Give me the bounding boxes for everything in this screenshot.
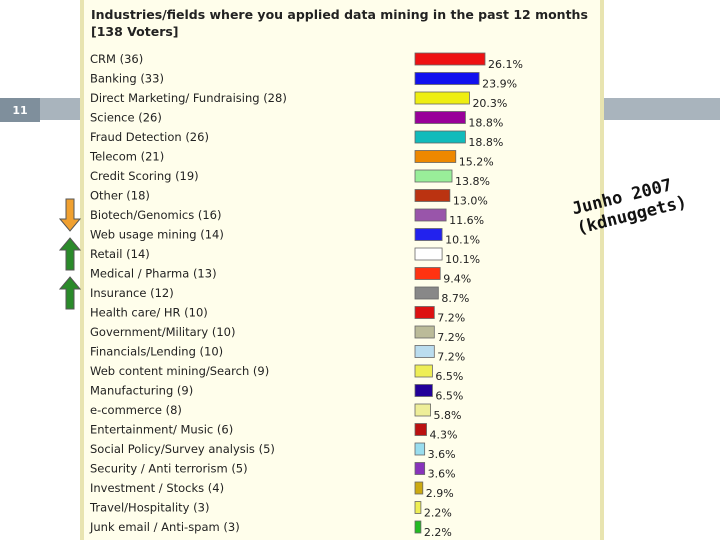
category-label: Direct Marketing/ Fundraising (28)	[90, 91, 287, 105]
arrow-up-icon	[59, 237, 81, 271]
category-label: Government/Military (10)	[90, 325, 235, 339]
bar	[414, 150, 457, 163]
bar	[414, 384, 433, 397]
category-label: Web content mining/Search (9)	[90, 364, 269, 378]
value-label: 23.9%	[482, 78, 517, 91]
value-label: 10.1%	[445, 234, 480, 247]
category-label: Manufacturing (9)	[90, 384, 193, 398]
category-label: Investment / Stocks (4)	[90, 481, 224, 495]
category-label: Science (26)	[90, 111, 162, 125]
category-label: Security / Anti terrorism (5)	[90, 462, 248, 476]
category-label: Health care/ HR (10)	[90, 306, 208, 320]
bar	[414, 91, 470, 105]
value-label: 7.2%	[437, 331, 465, 344]
category-label: Fraud Detection (26)	[90, 130, 209, 144]
bar	[414, 208, 447, 222]
slide-number: 11	[0, 98, 40, 122]
value-label: 10.1%	[445, 253, 480, 266]
category-label: Credit Scoring (19)	[90, 169, 199, 183]
value-label: 26.1%	[488, 58, 523, 71]
category-label: Insurance (12)	[90, 286, 174, 300]
bar	[414, 52, 486, 66]
value-label: 7.2%	[437, 312, 465, 325]
value-label: 2.2%	[424, 526, 452, 539]
category-label: Social Policy/Survey analysis (5)	[90, 442, 275, 456]
bar	[414, 325, 435, 339]
value-label: 13.8%	[455, 175, 490, 188]
category-label: CRM (36)	[90, 52, 143, 66]
bar	[414, 111, 466, 124]
bar	[414, 345, 435, 358]
value-label: 13.0%	[453, 195, 488, 208]
value-label: 15.2%	[459, 156, 494, 169]
value-label: 9.4%	[443, 273, 471, 286]
bar	[414, 286, 439, 300]
poll-panel	[80, 0, 604, 540]
bar	[414, 403, 431, 417]
value-label: 2.2%	[424, 507, 452, 520]
category-label: Junk email / Anti-spam (3)	[89, 520, 240, 534]
bar	[414, 169, 453, 183]
category-label: Retail (14)	[90, 247, 150, 261]
value-label: 20.3%	[472, 97, 507, 110]
bar	[414, 247, 443, 261]
value-label: 3.6%	[428, 468, 456, 481]
category-label: Banking (33)	[90, 72, 164, 86]
value-label: 4.3%	[430, 429, 458, 442]
arrow-up-icon	[59, 276, 81, 310]
category-label: Medical / Pharma (13)	[90, 267, 217, 281]
value-label: 3.6%	[428, 448, 456, 461]
bar	[414, 189, 451, 202]
bar	[414, 364, 433, 378]
bar	[414, 72, 480, 85]
value-label: 18.8%	[468, 136, 503, 149]
bar	[414, 501, 422, 514]
bar	[414, 423, 427, 436]
bar	[414, 306, 435, 319]
value-label: 8.7%	[441, 292, 469, 305]
category-label: Entertainment/ Music (6)	[90, 423, 233, 437]
category-label: e-commerce (8)	[90, 403, 182, 417]
value-label: 6.5%	[435, 390, 463, 403]
bar	[414, 267, 441, 280]
arrow-down-icon	[59, 198, 81, 232]
value-label: 5.8%	[434, 409, 462, 422]
value-label: 2.9%	[426, 487, 454, 500]
bar	[414, 481, 424, 495]
category-label: Travel/Hospitality (3)	[89, 501, 209, 515]
category-label: Web usage mining (14)	[90, 228, 224, 242]
bar	[414, 130, 466, 144]
value-label: 6.5%	[435, 370, 463, 383]
category-label: Other (18)	[90, 189, 150, 203]
bar	[414, 520, 422, 534]
value-label: 18.8%	[468, 117, 503, 130]
chart-title: Industries/fields where you applied data…	[91, 7, 588, 39]
category-label: Financials/Lending (10)	[90, 345, 223, 359]
bar	[414, 462, 426, 475]
category-label: Telecom (21)	[89, 150, 164, 164]
category-label: Biotech/Genomics (16)	[90, 208, 221, 222]
bar	[414, 228, 443, 241]
value-label: 11.6%	[449, 214, 484, 227]
bar	[414, 442, 426, 456]
value-label: 7.2%	[437, 351, 465, 364]
